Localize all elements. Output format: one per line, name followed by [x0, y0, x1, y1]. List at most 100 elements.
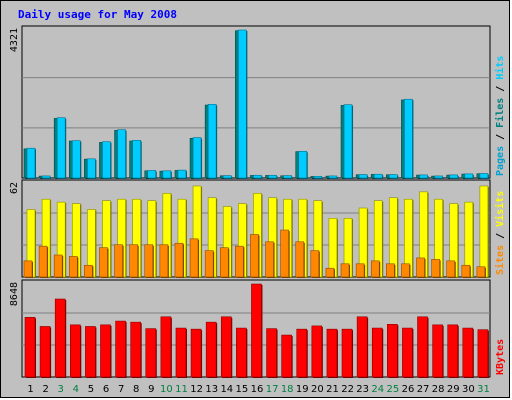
- x-tick-label-28: 28: [432, 384, 445, 395]
- x-tick-label-3: 3: [58, 384, 64, 395]
- legend-files: Files: [494, 98, 506, 128]
- legend-sites: Sites: [494, 245, 506, 275]
- sites-bar-4: [68, 256, 78, 278]
- kbytes-bar-31: [477, 329, 489, 378]
- kbytes-bar-27: [417, 316, 428, 378]
- kbytes-bar-11: [175, 327, 187, 378]
- x-tick-label-6: 6: [103, 384, 109, 395]
- x-tick-label-17: 17: [266, 384, 279, 395]
- sites-bar-12: [189, 238, 199, 278]
- x-tick-label-5: 5: [88, 384, 94, 395]
- sites-bar-27: [416, 257, 425, 278]
- panel-1-ymax-label: 4321: [9, 28, 20, 52]
- legend-kbytes: KBytes: [495, 339, 506, 375]
- x-tick-label-29: 29: [447, 384, 460, 395]
- kbytes-bar-6: [100, 324, 111, 378]
- panel-3-ymax-label: 8648: [9, 282, 20, 306]
- hits-bar-1: [26, 147, 36, 179]
- hits-bar-18: [283, 175, 292, 179]
- panel-2-side-legend: Sites / Visits: [494, 191, 506, 275]
- x-tick-label-15: 15: [236, 384, 249, 395]
- hits-bar-2: [41, 175, 51, 179]
- hits-bar-19: [298, 150, 308, 179]
- kbytes-bar-29: [447, 324, 459, 378]
- sites-bar-19: [295, 241, 305, 278]
- kbytes-bar-9: [145, 328, 157, 378]
- kbytes-bar-1: [24, 317, 36, 378]
- x-tick-label-31: 31: [477, 384, 490, 395]
- sites-bar-14: [219, 247, 229, 278]
- kbytes-bar-13: [205, 321, 217, 378]
- chart-title: Daily usage for May 2008: [18, 8, 177, 21]
- sites-bar-13: [204, 250, 214, 278]
- x-tick-label-22: 22: [341, 384, 354, 395]
- x-tick-label-23: 23: [356, 384, 369, 395]
- sites-bar-9: [144, 244, 154, 278]
- x-tick-label-13: 13: [205, 384, 218, 395]
- kbytes-bar-17: [266, 328, 277, 378]
- sites-bar-18: [280, 229, 289, 278]
- x-tick-label-4: 4: [73, 384, 79, 395]
- sites-bar-3: [53, 254, 63, 278]
- hits-bar-20: [313, 175, 323, 179]
- hits-bar-11: [177, 169, 187, 179]
- panel-1-frame: [21, 25, 491, 179]
- kbytes-bar-15: [236, 327, 247, 378]
- hits-bar-4: [71, 140, 81, 179]
- kbytes-bar-28: [432, 324, 443, 378]
- hits-bar-12: [192, 137, 202, 179]
- kbytes-bar-24: [371, 327, 383, 378]
- x-tick-label-12: 12: [190, 384, 203, 395]
- hits-bar-3: [56, 117, 66, 179]
- sites-bar-22: [340, 263, 350, 278]
- kbytes-bar-26: [402, 327, 413, 378]
- hits-bar-21: [328, 175, 338, 179]
- hits-bar-16: [253, 174, 262, 179]
- hits-bar-28: [434, 175, 443, 179]
- sites-bar-31: [476, 266, 486, 278]
- kbytes-bar-25: [387, 324, 398, 378]
- sites-bar-28: [431, 259, 440, 278]
- sites-bar-11: [174, 242, 184, 278]
- hits-bar-14: [222, 175, 232, 179]
- hits-bar-25: [389, 174, 398, 179]
- kbytes-bar-14: [220, 316, 232, 378]
- x-tick-label-9: 9: [148, 384, 154, 395]
- x-tick-label-25: 25: [387, 384, 400, 395]
- sites-bar-23: [355, 263, 365, 278]
- hits-bar-8: [132, 140, 141, 179]
- kbytes-bar-3: [54, 298, 66, 378]
- kbytes-bar-4: [69, 324, 81, 378]
- hits-bar-24: [373, 173, 383, 179]
- kbytes-bar-7: [115, 320, 126, 378]
- visits-bar-31: [479, 185, 489, 278]
- sites-bar-24: [370, 260, 380, 278]
- sites-bar-17: [265, 241, 274, 278]
- x-tick-label-1: 1: [27, 384, 33, 395]
- hits-bar-22: [343, 104, 353, 179]
- kbytes-bar-20: [311, 325, 323, 378]
- kbytes-bar-30: [462, 327, 474, 378]
- sites-bar-21: [325, 267, 335, 278]
- panel-2-ymax-label: 62: [9, 182, 20, 194]
- hits-bar-27: [419, 174, 428, 179]
- kbytes-bar-2: [39, 326, 51, 378]
- legend-hits: Hits: [494, 56, 506, 80]
- kbytes-bar-8: [130, 321, 141, 378]
- x-tick-label-16: 16: [251, 384, 264, 395]
- kbytes-bar-5: [85, 326, 96, 378]
- hits-bar-15: [238, 29, 247, 179]
- kbytes-bar-10: [160, 316, 172, 378]
- sites-bar-5: [84, 264, 93, 278]
- x-tick-label-7: 7: [118, 384, 124, 395]
- hits-bar-5: [87, 158, 96, 179]
- hits-bar-31: [479, 173, 489, 179]
- legend-separator-1: /: [495, 227, 506, 245]
- hits-bar-6: [102, 141, 111, 179]
- hits-bar-26: [404, 98, 413, 179]
- x-tick-label-14: 14: [220, 384, 233, 395]
- kbytes-bar-23: [356, 316, 368, 378]
- sites-bar-30: [461, 264, 471, 278]
- sites-bar-15: [235, 245, 244, 278]
- legend-separator-3: /: [495, 80, 506, 98]
